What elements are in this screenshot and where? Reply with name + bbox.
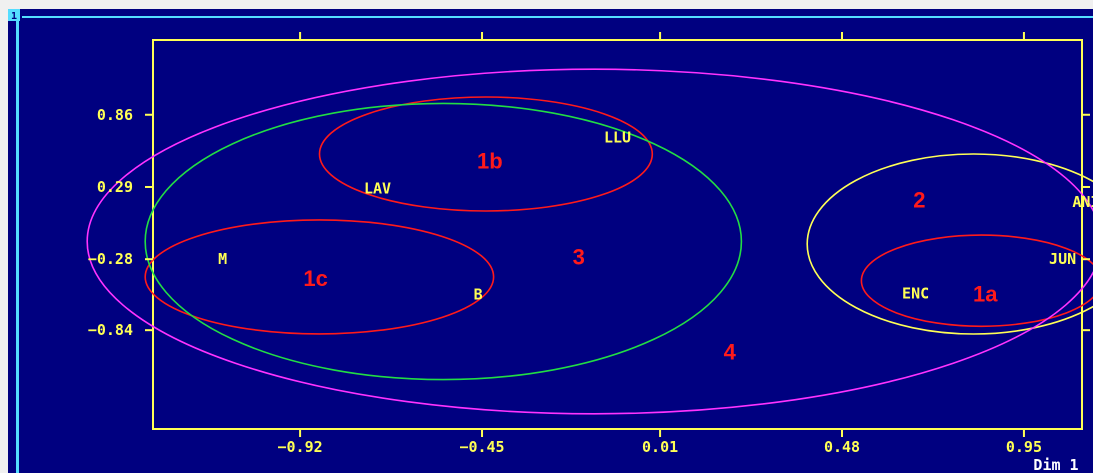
cluster-label-2: 2 bbox=[913, 188, 925, 213]
cluster-ellipse-1b bbox=[318, 96, 654, 212]
title-marker: 1 bbox=[11, 11, 17, 22]
y-tick-label: 0.29 bbox=[97, 178, 133, 196]
x-tick-label: 0.48 bbox=[824, 438, 860, 456]
y-tick-label: −0.28 bbox=[88, 250, 133, 268]
title-bar-line bbox=[22, 16, 1093, 18]
cluster-ellipse-1c bbox=[144, 219, 495, 335]
cluster-label-4: 4 bbox=[724, 340, 737, 365]
cluster-ellipse-4 bbox=[86, 68, 1093, 415]
x-tick-label: 0.95 bbox=[1006, 438, 1042, 456]
point-label-b: B bbox=[474, 286, 483, 304]
cluster-label-1a: 1a bbox=[973, 281, 998, 306]
cluster-label-1b: 1b bbox=[477, 148, 503, 173]
title-marker-box[interactable] bbox=[8, 9, 20, 21]
cluster-ellipses bbox=[86, 68, 1093, 415]
x-tick-label: −0.45 bbox=[459, 438, 504, 456]
cluster-label-1c: 1c bbox=[303, 266, 327, 291]
cluster-ellipse-3 bbox=[144, 102, 743, 381]
point-label-lav: LAV bbox=[364, 179, 391, 197]
point-labels: LLU LAV M B ANI JUN ENC bbox=[218, 129, 1093, 304]
cluster-label-3: 3 bbox=[573, 245, 585, 270]
point-label-ani: ANI bbox=[1072, 193, 1093, 211]
plot-frame bbox=[152, 39, 1083, 430]
cluster-ellipse-2 bbox=[806, 153, 1093, 335]
cluster-ellipse-1a bbox=[860, 234, 1093, 328]
plot-screen: 1 −0.92 −0.45 0.01 0.48 0.95 0.86 0.29 −0.28 −0.… bbox=[8, 9, 1093, 473]
point-label-m: M bbox=[218, 250, 227, 268]
y-tick-label: −0.84 bbox=[88, 321, 133, 339]
x-tick-label: 0.01 bbox=[642, 438, 678, 456]
x-axis-title: Dim 1 bbox=[1033, 456, 1078, 473]
point-label-jun: JUN bbox=[1049, 250, 1076, 268]
axis-ticks: −0.92 −0.45 0.01 0.48 0.95 0.86 0.29 −0.28 −0.84 bbox=[88, 32, 1090, 456]
y-tick-label: 0.86 bbox=[97, 106, 133, 124]
cluster-labels: 1a 1b 1c 2 3 4 bbox=[303, 148, 998, 364]
point-label-enc: ENC bbox=[902, 284, 929, 302]
cluster-scatter-chart: 1 −0.92 −0.45 0.01 0.48 0.950.860.29−0.28−0.… bbox=[8, 9, 1093, 473]
x-tick-label: −0.92 bbox=[278, 438, 323, 456]
left-scroll-track bbox=[16, 21, 19, 473]
point-label-llu: LLU bbox=[604, 129, 631, 147]
